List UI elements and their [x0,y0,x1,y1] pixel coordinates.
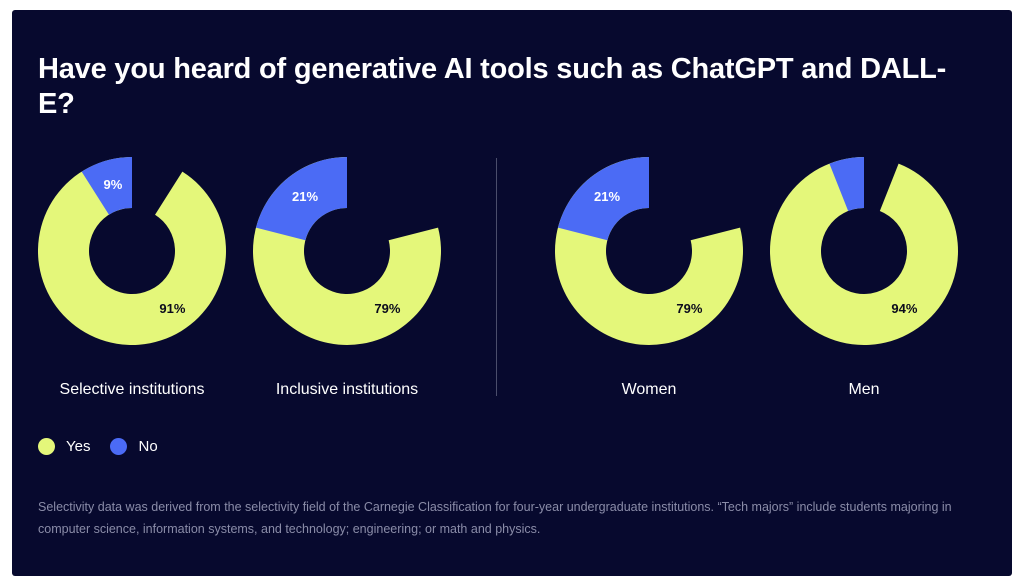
legend-item-yes: Yes [38,438,90,455]
slice-no [829,157,864,212]
data-label-no: 21% [594,189,620,204]
donut-men: 94% [769,156,959,346]
legend-swatch-yes [38,438,55,455]
category-label-men: Men [848,381,880,398]
slice-yes [770,157,958,345]
group-divider [496,158,497,396]
slice-no [255,157,347,241]
slice-no [81,157,132,215]
donut-inclusive-institutions: 79% 21% [252,156,442,346]
slice-no [557,157,649,241]
donut-svg: 94% [770,157,958,345]
legend-label-yes: Yes [66,438,91,455]
donut-women: 79% 21% [554,156,744,346]
slice-yes [37,157,227,345]
data-label-yes: 91% [159,301,185,316]
data-label-no: 9% [103,177,122,192]
legend-item-no: No [110,438,158,455]
data-label-yes: 94% [891,301,917,316]
chart-title: Have you heard of generative AI tools su… [38,53,947,120]
category-label-selective-institutions: Selective institutions [59,381,205,398]
legend-label-no: No [138,438,158,455]
data-label-no: 21% [292,189,318,204]
donut-svg: 79% 21% [555,157,743,345]
legend: Yes No [38,438,178,455]
footnote: Selectivity data was derived from the se… [38,500,952,536]
chart-panel: Have you heard of generative AI tools su… [12,10,1012,576]
donut-svg: 79% 21% [253,157,441,345]
category-label-women: Women [621,381,677,398]
donut-selective-institutions: 91% 9% [37,156,227,346]
category-label-inclusive-institutions: Inclusive institutions [275,381,419,398]
legend-swatch-no [110,438,128,455]
data-label-yes: 79% [676,301,702,316]
data-label-yes: 79% [374,301,400,316]
donut-svg: 91% 9% [37,157,227,345]
